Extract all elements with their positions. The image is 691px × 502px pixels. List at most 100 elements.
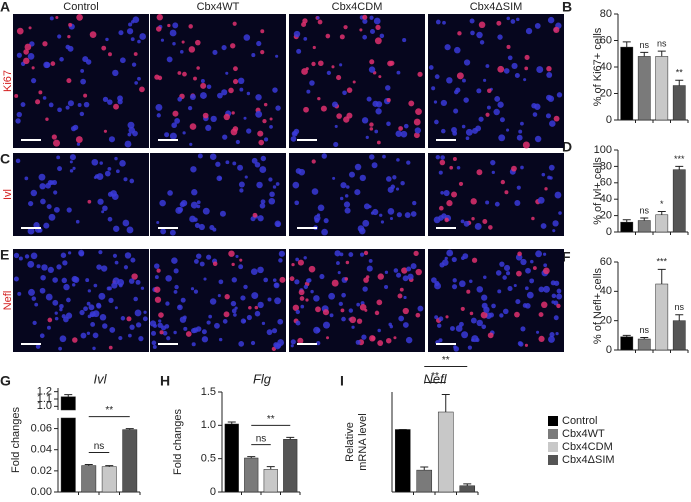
nucleus [386, 176, 392, 182]
nucleus [196, 204, 201, 209]
nucleus [35, 344, 41, 349]
nucleus [463, 97, 469, 103]
nucleus [470, 198, 477, 205]
nucleus [33, 222, 40, 229]
nucleus [495, 270, 502, 276]
nucleus [52, 299, 59, 306]
nucleus [361, 334, 367, 340]
nucleus [255, 110, 263, 118]
nucleus [292, 181, 300, 189]
nucleus [476, 319, 483, 327]
nucleus [80, 332, 87, 339]
nucleus [387, 208, 395, 215]
error-bar [622, 334, 631, 337]
nucleus [243, 284, 248, 290]
row-label: Ki67 [2, 70, 14, 92]
nucleus [75, 136, 83, 143]
nucleus [129, 178, 135, 184]
nucleus [129, 324, 135, 330]
nucleus [543, 285, 550, 293]
nucleus [127, 121, 135, 129]
nucleus [162, 330, 168, 336]
nucleus [368, 258, 373, 263]
y-axis-label: Fold changes [172, 408, 184, 475]
y-tick-label: 20 [600, 315, 612, 327]
nucleus [331, 101, 338, 108]
nucleus [405, 336, 413, 344]
nucleus [256, 40, 262, 47]
nucleus [316, 340, 321, 346]
nucleus [34, 302, 39, 307]
nucleus [483, 78, 487, 82]
chart-title: Flg [253, 371, 272, 386]
nucleus [510, 19, 516, 24]
nucleus [331, 279, 339, 287]
nucleus [230, 300, 237, 307]
nucleus [63, 283, 70, 291]
nucleus [352, 80, 356, 84]
nucleus [301, 68, 308, 75]
nucleus [27, 53, 35, 60]
nucleus [269, 117, 273, 121]
image-background [150, 249, 286, 352]
error-bar [657, 50, 666, 57]
nucleus [503, 264, 511, 272]
nucleus [272, 87, 278, 93]
significance-label: *** [674, 154, 685, 164]
y-tick-label: 0.00 [31, 486, 52, 497]
nucleus [452, 157, 457, 162]
nucleus [189, 142, 193, 146]
nucleus [417, 305, 424, 312]
nucleus [59, 303, 64, 309]
nucleus [556, 303, 561, 309]
nucleus [544, 187, 548, 191]
nucleus [259, 166, 267, 173]
nucleus [75, 219, 80, 224]
nucleus [32, 320, 37, 326]
nucleus [117, 278, 125, 286]
nucleus [502, 308, 509, 315]
nucleus [314, 217, 320, 223]
y-tick-label: 40 [600, 61, 612, 73]
nucleus [434, 119, 439, 125]
error-bar [247, 456, 256, 458]
nucleus [39, 333, 45, 339]
nucleus [359, 303, 367, 311]
nucleus [15, 118, 21, 124]
nucleus [438, 316, 444, 322]
y-tick-label: 1.1 [37, 393, 52, 405]
nucleus [434, 74, 440, 80]
nucleus [428, 65, 434, 70]
nucleus [57, 166, 63, 172]
nucleus [435, 154, 441, 160]
legend-swatch [548, 416, 558, 426]
nucleus [159, 199, 166, 207]
comparison-label: ** [442, 355, 450, 366]
nucleus [46, 204, 52, 210]
nucleus [128, 22, 133, 27]
nucleus [197, 153, 203, 159]
nucleus [158, 319, 162, 323]
bar [459, 485, 476, 493]
y-axis-label: Fold changes [10, 406, 22, 473]
error-bar [675, 79, 684, 86]
nucleus [35, 99, 41, 105]
nucleus [488, 225, 493, 230]
nucleus [400, 130, 408, 138]
nucleus [435, 19, 441, 25]
nucleus [554, 191, 562, 199]
nucleus [260, 29, 265, 34]
legend-swatch [548, 455, 558, 465]
nucleus [263, 102, 268, 107]
nucleus [378, 75, 382, 79]
nucleus [379, 33, 385, 39]
nucleus [359, 174, 367, 182]
nucleus [231, 308, 237, 314]
nucleus [203, 277, 207, 281]
nucleus [218, 337, 223, 342]
nucleus [24, 176, 29, 181]
nucleus [488, 312, 494, 318]
nucleus [553, 115, 560, 122]
nucleus [69, 154, 76, 161]
nucleus [494, 96, 501, 102]
